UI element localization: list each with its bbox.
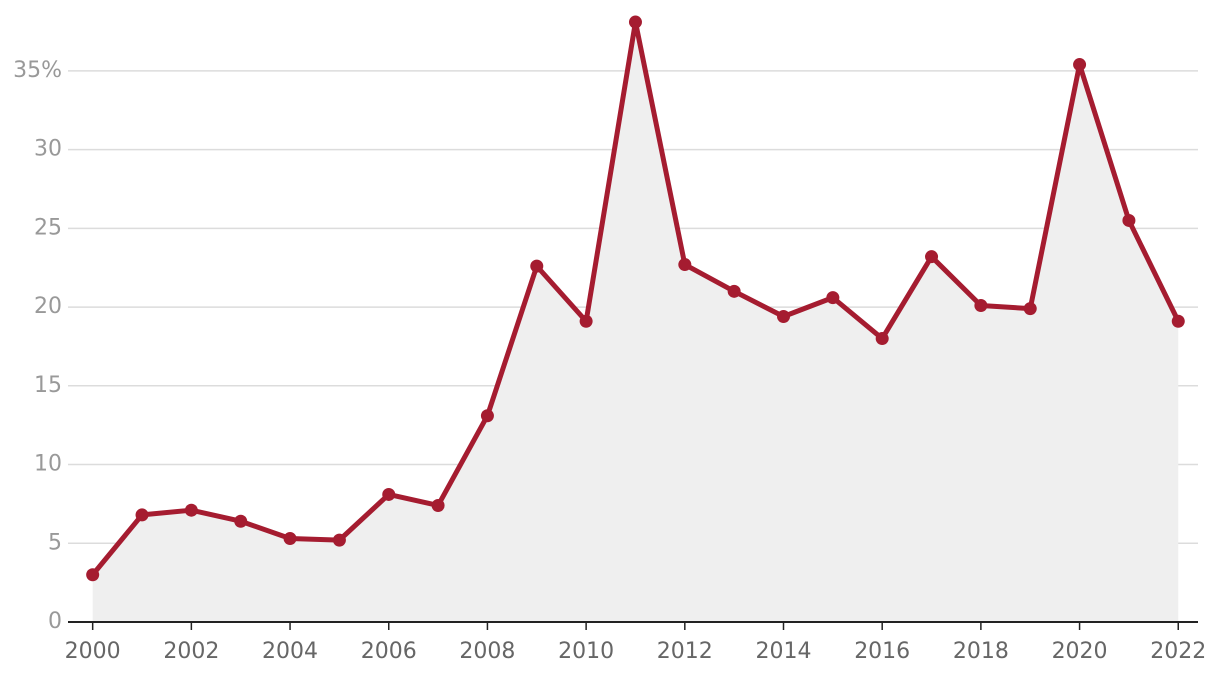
point — [579, 314, 593, 328]
x-tick-label: 2006 — [361, 639, 417, 664]
point — [777, 310, 791, 324]
point — [431, 498, 445, 512]
point — [480, 409, 494, 423]
y-tick-label: 35% — [13, 58, 62, 83]
x-tick-label: 2020 — [1052, 639, 1108, 664]
x-tick-label: 2004 — [262, 639, 318, 664]
point — [875, 332, 889, 346]
y-tick-label: 5 — [48, 530, 62, 555]
point — [234, 514, 248, 528]
x-tick-label: 2002 — [163, 639, 219, 664]
point — [678, 258, 692, 272]
y-tick-label: 10 — [34, 452, 62, 477]
area — [92, 22, 1179, 622]
y-tick-label: 25 — [34, 215, 62, 240]
y-tick-label: 15 — [34, 373, 62, 398]
point — [1073, 58, 1087, 72]
point — [1023, 302, 1037, 316]
point — [86, 568, 100, 582]
x-tick-label: 2010 — [558, 639, 614, 664]
x-tick-label: 2008 — [459, 639, 515, 664]
x-tick-label: 2016 — [854, 639, 910, 664]
point — [925, 250, 939, 264]
point — [283, 532, 297, 546]
x-tick-label: 2000 — [65, 639, 121, 664]
point — [1122, 213, 1136, 227]
x-tick-label: 2022 — [1150, 639, 1206, 664]
x-tick-label: 2018 — [953, 639, 1009, 664]
point — [727, 284, 741, 298]
y-tick-label: 0 — [48, 609, 62, 634]
point — [826, 291, 840, 305]
x-tick-label: 2012 — [657, 639, 713, 664]
point — [974, 298, 988, 312]
x-tick-label: 2014 — [756, 639, 812, 664]
y-tick-label: 20 — [34, 294, 62, 319]
point — [332, 533, 346, 547]
y-tick-label: 30 — [34, 137, 62, 162]
point — [382, 487, 396, 501]
point — [530, 259, 544, 273]
point — [135, 508, 149, 522]
point — [1171, 314, 1185, 328]
point — [628, 15, 642, 29]
point — [184, 503, 198, 517]
